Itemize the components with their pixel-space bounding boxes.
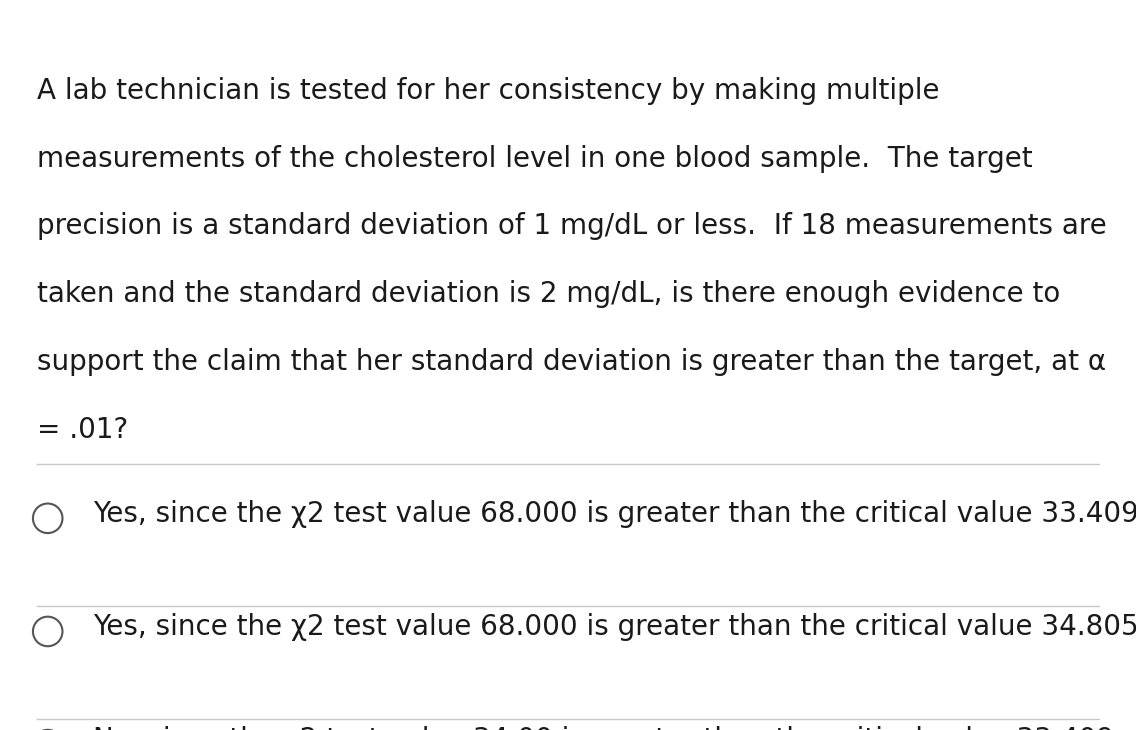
Text: taken and the standard deviation is 2 mg/dL, is there enough evidence to: taken and the standard deviation is 2 mg…: [37, 280, 1061, 308]
Text: A lab technician is tested for her consistency by making multiple: A lab technician is tested for her consi…: [37, 77, 939, 104]
Text: Yes, since the χ2 test value 68.000 is greater than the critical value 33.409.: Yes, since the χ2 test value 68.000 is g…: [93, 500, 1136, 528]
Text: precision is a standard deviation of 1 mg/dL or less.  If 18 measurements are: precision is a standard deviation of 1 m…: [37, 212, 1108, 240]
Text: Yes, since the χ2 test value 68.000 is greater than the critical value 34.805.: Yes, since the χ2 test value 68.000 is g…: [93, 613, 1136, 641]
Text: support the claim that her standard deviation is greater than the target, at α: support the claim that her standard devi…: [37, 348, 1106, 376]
Text: measurements of the cholesterol level in one blood sample.  The target: measurements of the cholesterol level in…: [37, 145, 1033, 172]
Text: No, since the χ2 test value 34.00 is greater than the critical value 33.409.: No, since the χ2 test value 34.00 is gre…: [93, 726, 1124, 730]
Text: = .01?: = .01?: [37, 416, 128, 444]
